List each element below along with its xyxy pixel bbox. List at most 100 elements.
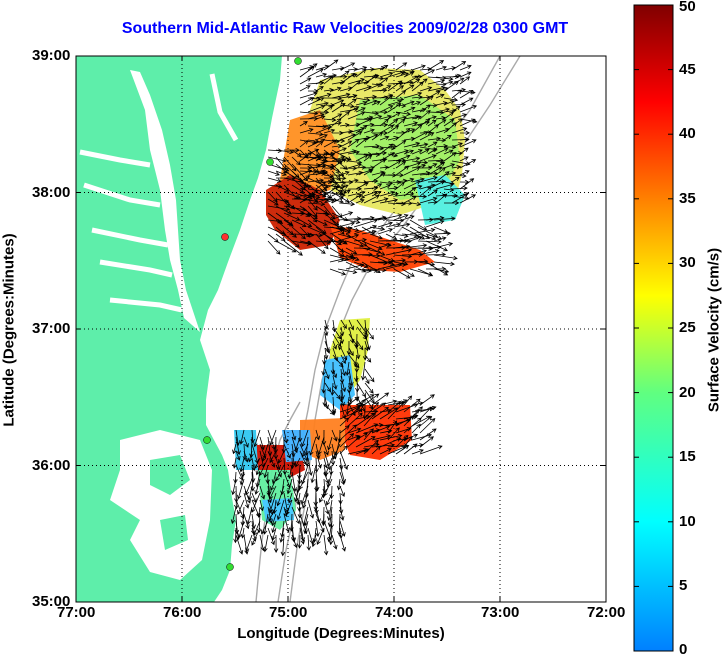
velocity-arrow [411, 124, 423, 134]
velocity-arrow [403, 435, 413, 448]
velocity-arrow [371, 158, 387, 169]
velocity-arrow [395, 181, 405, 190]
velocity-arrow [331, 149, 352, 161]
y-tick-label: 38:00 [32, 183, 71, 201]
velocity-arrow [323, 205, 336, 220]
velocity-arrow [411, 78, 421, 85]
velocity-arrow [379, 433, 403, 441]
velocity-arrow [387, 400, 402, 413]
velocity-arrow [327, 520, 333, 543]
velocity-arrow [409, 227, 436, 235]
velocity-arrow [275, 205, 293, 215]
velocity-arrow [419, 132, 435, 141]
velocity-arrow [347, 396, 360, 406]
velocity-arrow [291, 534, 298, 549]
velocity-arrow [313, 499, 319, 512]
velocity-arrow [330, 450, 336, 466]
velocity-arrow [379, 71, 394, 78]
y-tick-label: 36:00 [32, 456, 71, 474]
velocity-arrow [324, 326, 329, 337]
velocity-arrow [425, 266, 447, 272]
velocity-arrow [379, 118, 389, 127]
velocity-arrow [279, 527, 285, 543]
velocity-arrow [247, 450, 253, 463]
velocity-arrow [435, 161, 446, 169]
velocity-arrow [427, 115, 437, 120]
velocity-arrow [297, 506, 303, 519]
velocity-arrow [385, 218, 405, 223]
velocity-arrow [331, 219, 345, 235]
velocity-arrow [332, 326, 342, 340]
velocity-arrow [239, 457, 245, 473]
velocity-arrow [267, 506, 273, 524]
velocity-arrow [310, 464, 317, 484]
velocity-arrow [411, 449, 424, 455]
velocity-arrow [395, 62, 408, 71]
velocity-arrow [443, 134, 452, 141]
velocity-arrow [340, 354, 346, 365]
x-axis-label: Longitude (Degrees:Minutes) [237, 625, 445, 642]
velocity-arrow [443, 80, 460, 92]
colorbar-tick-label: 10 [679, 512, 696, 530]
velocity-arrow [315, 450, 322, 469]
velocity-arrow [331, 534, 338, 550]
velocity-arrow [395, 165, 410, 176]
velocity-arrow [425, 219, 445, 228]
velocity-arrow [363, 442, 380, 448]
velocity-arrow [243, 450, 249, 463]
velocity-arrow [339, 111, 351, 120]
velocity-arrow [395, 403, 419, 413]
velocity-arrow [417, 249, 440, 256]
velocity-arrow [347, 150, 360, 155]
colorbar-tick-label: 45 [679, 60, 696, 78]
velocity-arrow [419, 186, 432, 197]
velocity-arrow [339, 201, 356, 207]
velocity-arrow [459, 170, 470, 176]
velocity-arrow [459, 178, 475, 190]
velocity-arrow [315, 513, 325, 533]
velocity-arrow [339, 534, 346, 552]
velocity-arrow [395, 80, 414, 85]
velocity-arrow [403, 156, 421, 162]
velocity-arrow [245, 534, 253, 553]
velocity-arrow [323, 184, 341, 189]
velocity-arrow [276, 499, 285, 521]
velocity-arrow [315, 520, 320, 538]
velocity-arrow [315, 126, 332, 134]
velocity-arrow [331, 429, 338, 442]
velocity-arrow [451, 193, 469, 204]
velocity-arrow [303, 513, 309, 527]
velocity-arrow [363, 412, 377, 427]
velocity-arrow [451, 127, 468, 134]
velocity-arrow [385, 248, 413, 256]
velocity-arrow [371, 425, 391, 434]
velocity-arrow [427, 78, 446, 85]
velocity-arrow [307, 131, 324, 137]
velocity-arrow [433, 268, 450, 274]
velocity-arrow [411, 201, 422, 207]
velocity-arrow [387, 192, 399, 197]
velocity-arrow [254, 457, 261, 469]
velocity-arrow [355, 66, 368, 71]
velocity-arrow [297, 499, 302, 512]
velocity-arrow [315, 134, 328, 141]
velocity-arrow [291, 163, 309, 182]
velocity-arrow [311, 534, 317, 548]
velocity-arrow [443, 163, 456, 169]
velocity-arrow [433, 236, 447, 242]
velocity-arrow [323, 87, 335, 93]
velocity-arrow [387, 172, 405, 178]
velocity-arrow [263, 534, 269, 553]
velocity-arrow [232, 443, 237, 455]
velocity-arrow [332, 340, 337, 350]
velocity-arrow [395, 201, 413, 206]
velocity-arrow [323, 443, 329, 456]
velocity-arrow [403, 187, 417, 197]
velocity-arrow [417, 245, 434, 251]
grid-lines [76, 56, 606, 602]
velocity-arrow [379, 77, 389, 85]
velocity-arrow [353, 268, 372, 273]
velocity-arrow [347, 435, 361, 448]
velocity-arrow [331, 103, 346, 113]
velocity-arrow [340, 375, 347, 393]
